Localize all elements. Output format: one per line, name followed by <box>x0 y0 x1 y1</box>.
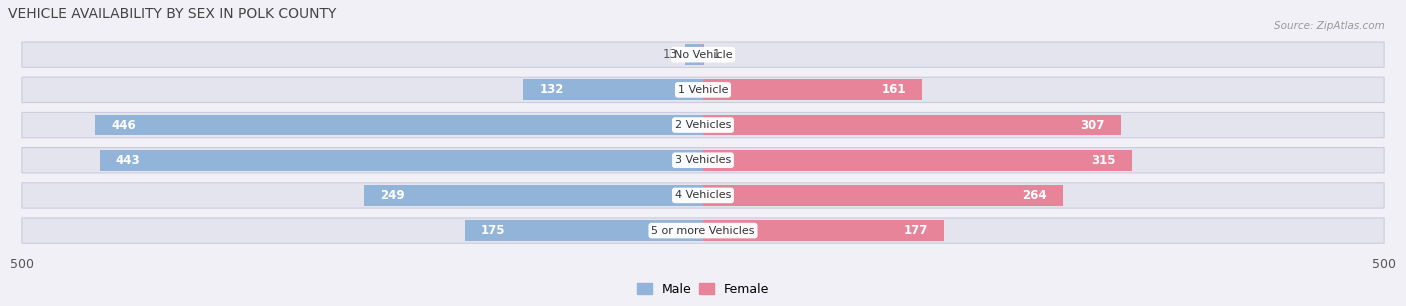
Text: VEHICLE AVAILABILITY BY SEX IN POLK COUNTY: VEHICLE AVAILABILITY BY SEX IN POLK COUN… <box>8 7 336 21</box>
Text: 249: 249 <box>380 189 405 202</box>
Text: 446: 446 <box>112 118 136 132</box>
Bar <box>703 80 922 100</box>
Bar <box>96 115 703 136</box>
Text: 132: 132 <box>540 83 564 96</box>
Text: Source: ZipAtlas.com: Source: ZipAtlas.com <box>1274 21 1385 32</box>
Bar <box>703 220 943 241</box>
Text: 307: 307 <box>1080 118 1105 132</box>
FancyBboxPatch shape <box>22 112 1384 138</box>
FancyBboxPatch shape <box>22 147 1384 173</box>
FancyBboxPatch shape <box>22 77 1384 103</box>
Text: 5 or more Vehicles: 5 or more Vehicles <box>651 226 755 236</box>
Bar <box>703 115 1121 136</box>
Text: No Vehicle: No Vehicle <box>673 50 733 60</box>
Text: 2 Vehicles: 2 Vehicles <box>675 120 731 130</box>
Text: 3 Vehicles: 3 Vehicles <box>675 155 731 165</box>
Bar <box>464 220 703 241</box>
Legend: Male, Female: Male, Female <box>637 283 769 296</box>
Text: 1: 1 <box>713 48 720 61</box>
Bar <box>685 44 703 65</box>
FancyBboxPatch shape <box>22 218 1384 243</box>
FancyBboxPatch shape <box>22 183 1384 208</box>
Text: 264: 264 <box>1022 189 1046 202</box>
Bar <box>100 150 703 171</box>
Text: 4 Vehicles: 4 Vehicles <box>675 190 731 200</box>
Bar <box>703 150 1132 171</box>
Text: 1 Vehicle: 1 Vehicle <box>678 85 728 95</box>
Text: 315: 315 <box>1091 154 1116 167</box>
FancyBboxPatch shape <box>22 42 1384 67</box>
Bar <box>364 185 703 206</box>
Text: 161: 161 <box>882 83 905 96</box>
Text: 177: 177 <box>904 224 928 237</box>
Text: 175: 175 <box>481 224 505 237</box>
Bar <box>703 185 1063 206</box>
Text: 13: 13 <box>662 48 678 61</box>
Bar <box>523 80 703 100</box>
Text: 443: 443 <box>115 154 141 167</box>
